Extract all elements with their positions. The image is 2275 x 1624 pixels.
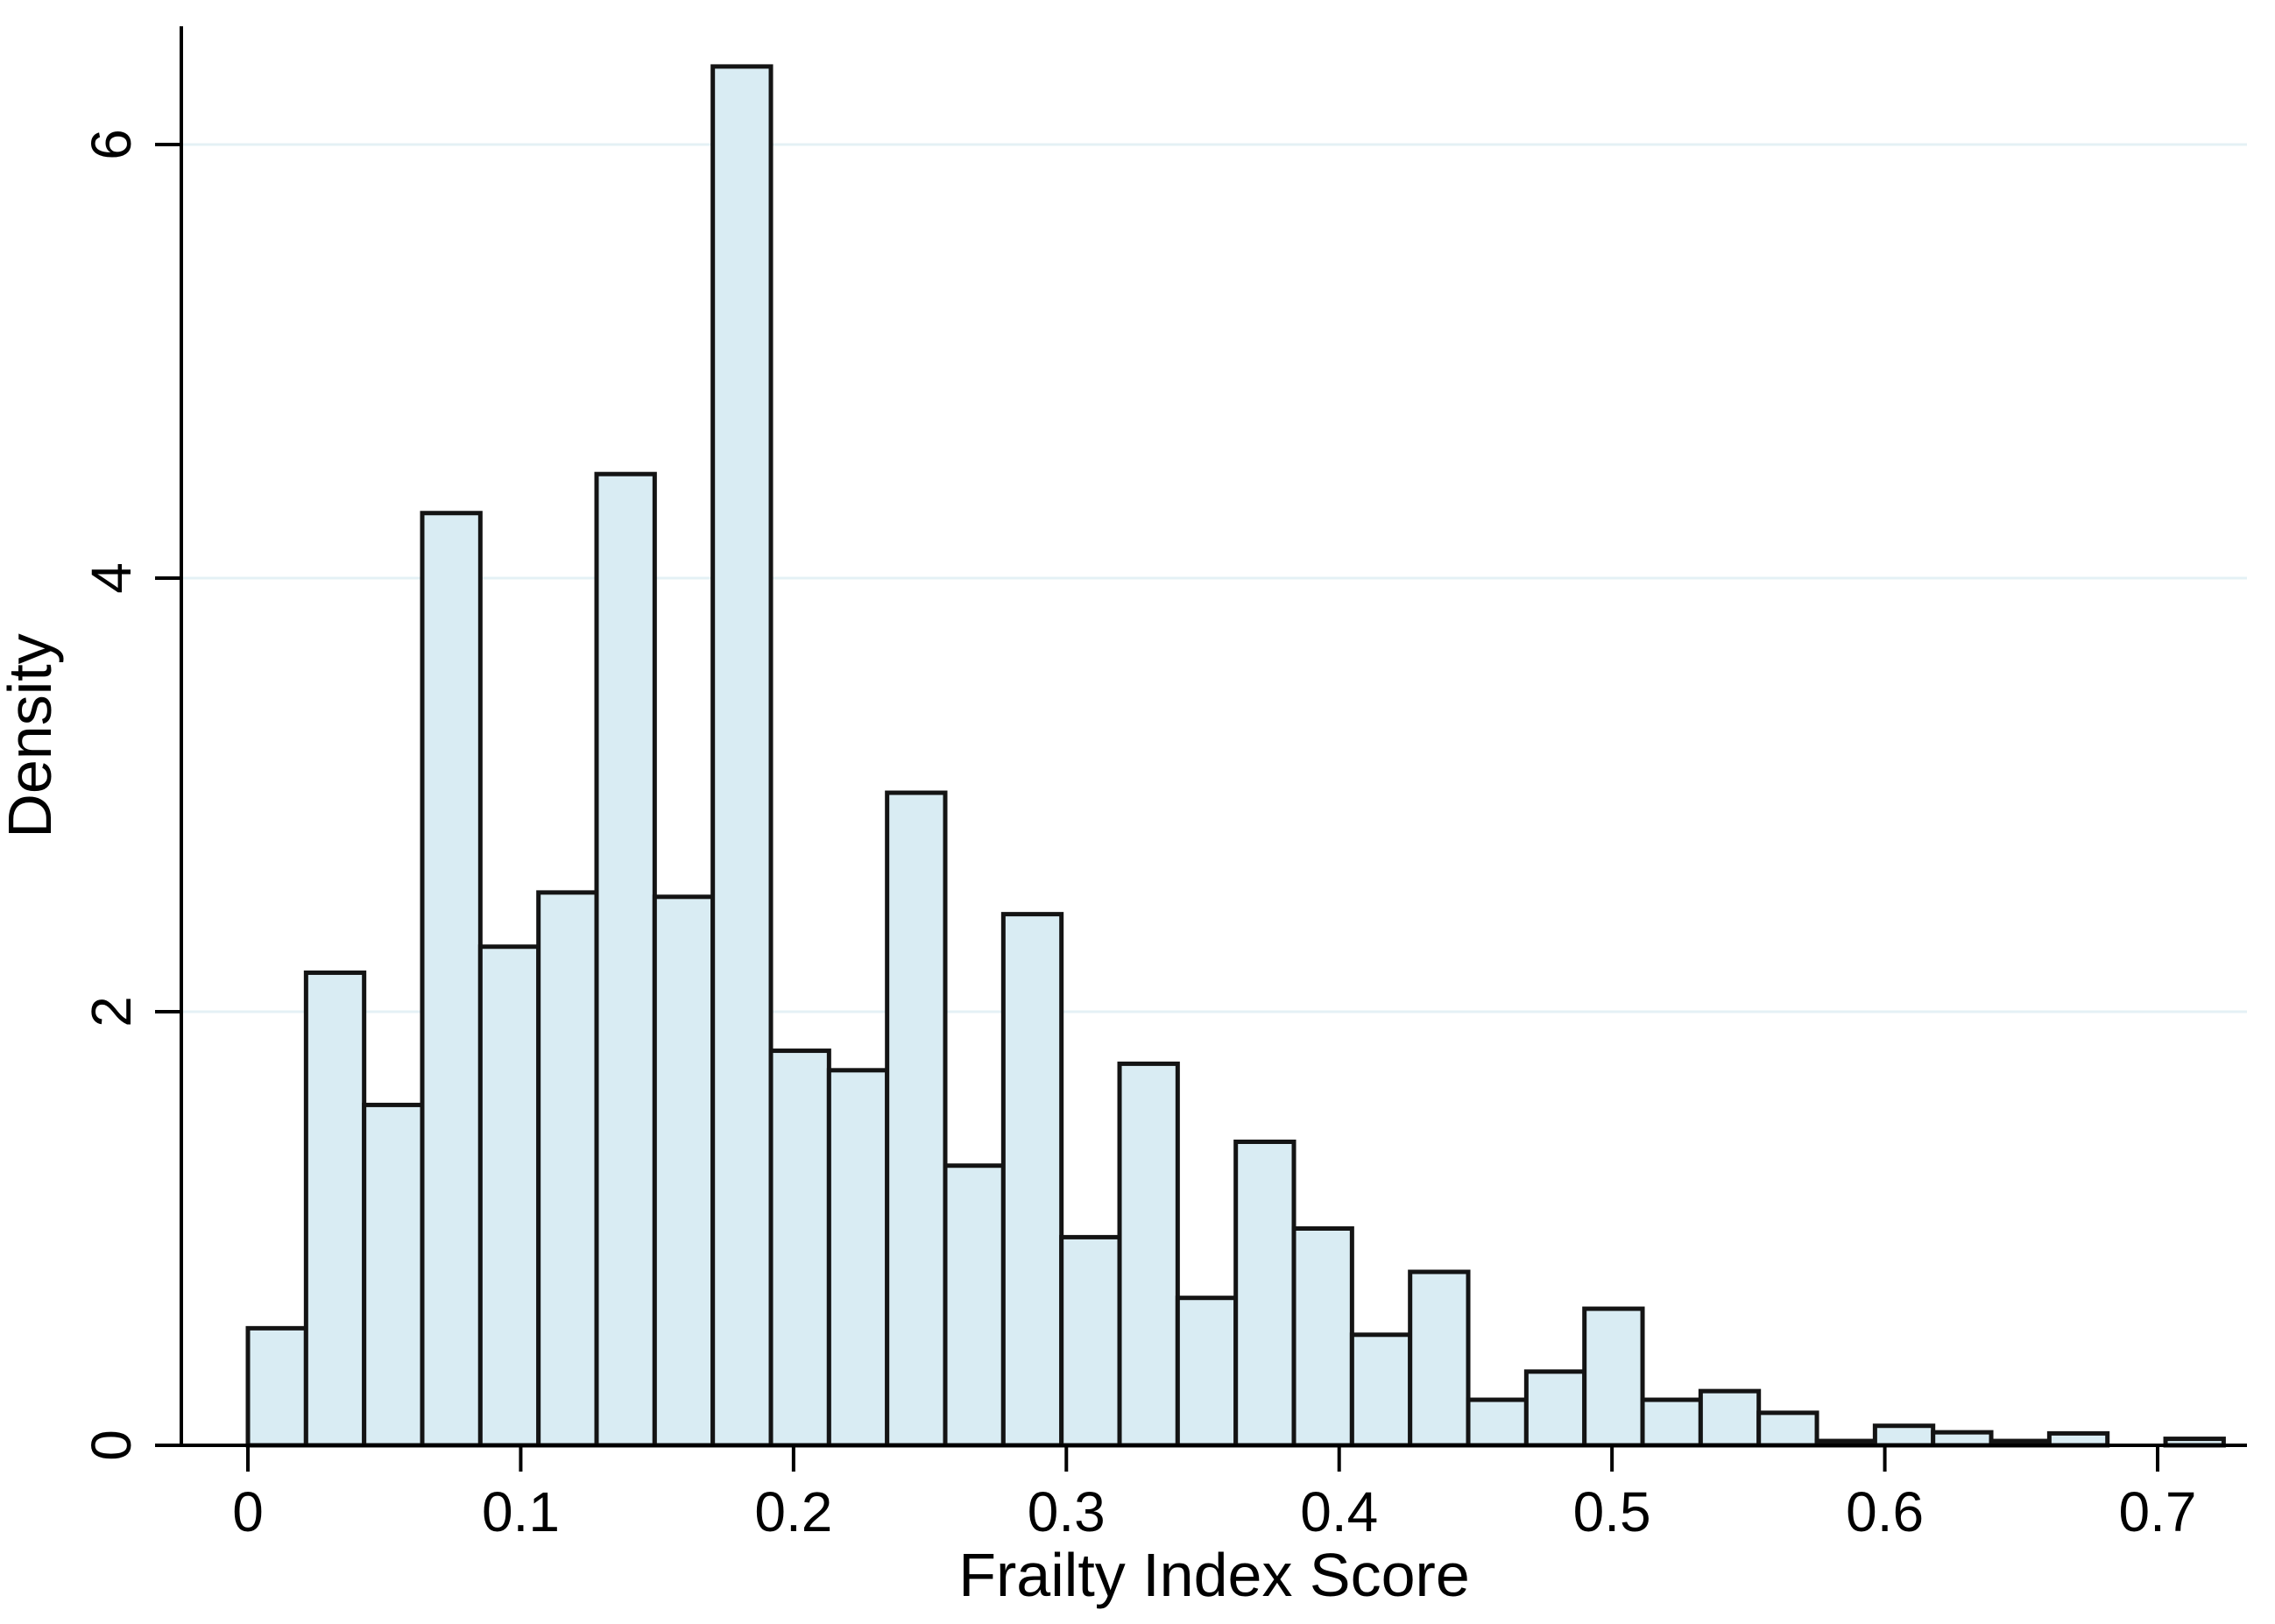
y-tick-label: 0: [80, 1430, 143, 1461]
histogram-bar: [1466, 1397, 1529, 1448]
histogram-bar: [885, 790, 948, 1448]
histogram-bar: [1175, 1296, 1239, 1448]
histogram-bar: [1291, 1226, 1354, 1448]
histogram-bar: [768, 1049, 831, 1448]
y-tick-label: 6: [80, 129, 143, 160]
x-tick-label: 0.1: [482, 1480, 560, 1543]
y-axis-title: Density: [0, 633, 64, 837]
x-tick-label: 0.4: [1300, 1480, 1378, 1543]
histogram-bar: [477, 944, 541, 1448]
x-tick-label: 0.7: [2119, 1480, 2197, 1543]
histogram-bar: [1523, 1369, 1587, 1448]
x-axis-ticks: 0 0.1 0.2 0.3 0.4 0.5 0.6 0.7: [232, 1445, 2196, 1543]
histogram-bar: [1408, 1269, 1471, 1448]
x-tick-label: 0.6: [1846, 1480, 1924, 1543]
histogram-bar: [1582, 1306, 1645, 1448]
histogram-bar: [245, 1325, 308, 1448]
x-tick-label: 0.2: [754, 1480, 832, 1543]
y-tick-label: 2: [80, 996, 143, 1027]
histogram-bar: [1756, 1410, 1819, 1448]
x-axis-title: Frailty Index Score: [958, 1541, 1470, 1609]
histogram-bar: [943, 1163, 1006, 1448]
histogram-bar: [536, 890, 599, 1448]
y-axis-ticks: 0 2 4 6: [80, 129, 181, 1461]
histogram-bar: [652, 894, 716, 1448]
x-tick-label: 0.3: [1028, 1480, 1106, 1543]
histogram-bar: [1349, 1332, 1413, 1448]
histogram-bar: [1000, 912, 1064, 1448]
histogram-bar: [1059, 1234, 1122, 1448]
histogram-bar: [1872, 1423, 1936, 1448]
histogram-bar: [1233, 1140, 1296, 1448]
histogram-bar: [1640, 1397, 1703, 1448]
x-tick-label: 0: [232, 1480, 264, 1543]
histogram-bar: [303, 970, 367, 1448]
bars: [245, 64, 2226, 1448]
histogram-bar: [594, 471, 657, 1448]
x-tick-label: 0.5: [1573, 1480, 1651, 1543]
histogram-bar: [1698, 1388, 1762, 1448]
histogram-bar: [2046, 1430, 2110, 1448]
histogram-bar: [420, 511, 483, 1448]
y-tick-label: 4: [80, 562, 143, 594]
histogram-bar: [1931, 1430, 1994, 1448]
histogram-bar: [710, 64, 774, 1448]
histogram-bar: [362, 1102, 425, 1448]
histogram-bar: [826, 1068, 890, 1448]
histogram-bar: [1117, 1061, 1180, 1448]
